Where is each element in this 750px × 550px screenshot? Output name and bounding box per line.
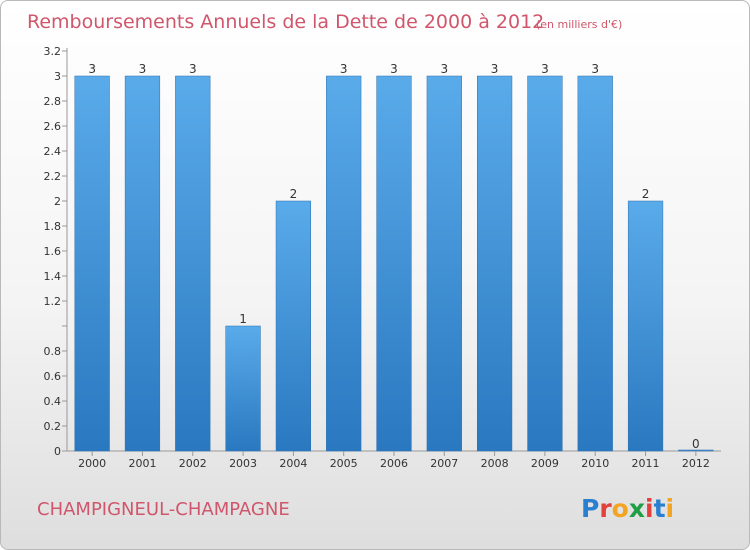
bar-2006: [376, 75, 412, 452]
data-label: 2: [290, 187, 298, 201]
data-label: 3: [340, 62, 348, 76]
y-tick-label: 3: [54, 70, 61, 83]
y-tick-label: 2: [54, 195, 61, 208]
data-label: 1: [239, 312, 247, 326]
bar-2007: [426, 75, 462, 452]
logo-letter: i: [666, 494, 675, 523]
logo-letter: t: [654, 494, 666, 523]
x-ticks: 2000 2001 2002 2003 2004 2005 2006 2007 2008 2009…: [78, 451, 710, 470]
x-tick-label: 2003: [229, 457, 257, 470]
bar-2003: [225, 325, 261, 452]
bar-2000: [74, 75, 110, 452]
bar-2004: [275, 200, 311, 452]
y-tick-label: 1.6: [44, 245, 62, 258]
data-label: 3: [541, 62, 549, 76]
x-tick-label: 2011: [632, 457, 660, 470]
y-tick-label: 1.2: [44, 295, 62, 308]
y-tick-label: 2.6: [44, 120, 62, 133]
data-label: 3: [491, 62, 499, 76]
data-label: 3: [390, 62, 398, 76]
y-tick-label: 3.2: [44, 45, 62, 58]
data-label: 3: [189, 62, 197, 76]
x-tick-label: 2000: [78, 457, 106, 470]
x-tick-label: 2008: [481, 457, 509, 470]
bar-2009: [527, 75, 563, 452]
y-tick-label: 1.4: [44, 270, 62, 283]
data-label: 3: [591, 62, 599, 76]
y-tick-label: 1.8: [44, 220, 62, 233]
bar-2005: [326, 75, 362, 452]
chart-title: Remboursements Annuels de la Dette de 20…: [27, 11, 544, 33]
y-tick-label: 0: [54, 445, 61, 458]
y-tick-label: 0.2: [44, 420, 62, 433]
x-tick-label: 2010: [581, 457, 609, 470]
y-ticks: 0 0.2 0.4 0.6 0.8 1.2 1.4 1.6 1.8 2 2.2 2.4 2.6 2.8 3 3…: [44, 45, 67, 458]
data-labels: 3 3 3 1 2 3 3 3 3 3 3 2 0: [88, 62, 699, 451]
chart-subtitle: (en milliers d'€): [536, 18, 622, 31]
x-tick-label: 2006: [380, 457, 408, 470]
x-tick-label: 2004: [279, 457, 307, 470]
proxiti-logo: Proxiti: [581, 494, 674, 523]
data-label: 3: [88, 62, 96, 76]
logo-letter: o: [612, 494, 629, 523]
x-tick-label: 2001: [128, 457, 156, 470]
y-tick-label: 2.4: [44, 145, 62, 158]
x-tick-label: 2007: [430, 457, 458, 470]
bars: [74, 75, 714, 452]
bar-2001: [124, 75, 161, 452]
data-label: 3: [440, 62, 448, 76]
data-label: 0: [692, 437, 700, 451]
y-tick-label: 0.4: [44, 395, 62, 408]
logo-letter: i: [645, 494, 654, 523]
x-tick-label: 2005: [330, 457, 358, 470]
y-tick-label: 0.8: [44, 345, 62, 358]
logo-letter: x: [629, 494, 645, 523]
x-tick-label: 2012: [682, 457, 710, 470]
data-label: 3: [139, 62, 147, 76]
logo-letter: P: [581, 494, 599, 523]
bar-2011: [627, 200, 664, 452]
x-tick-label: 2009: [531, 457, 559, 470]
y-tick-label: 2.2: [44, 170, 62, 183]
bar-2002: [175, 75, 211, 452]
x-tick-label: 2002: [179, 457, 207, 470]
bar-2010: [577, 75, 613, 452]
bar-2008: [477, 75, 513, 452]
logo-letter: r: [599, 494, 612, 523]
commune-name: CHAMPIGNEUL-CHAMPAGNE: [37, 499, 290, 520]
data-label: 2: [642, 187, 650, 201]
y-tick-label: 2.8: [44, 95, 62, 108]
y-tick-label: 0.6: [44, 370, 62, 383]
